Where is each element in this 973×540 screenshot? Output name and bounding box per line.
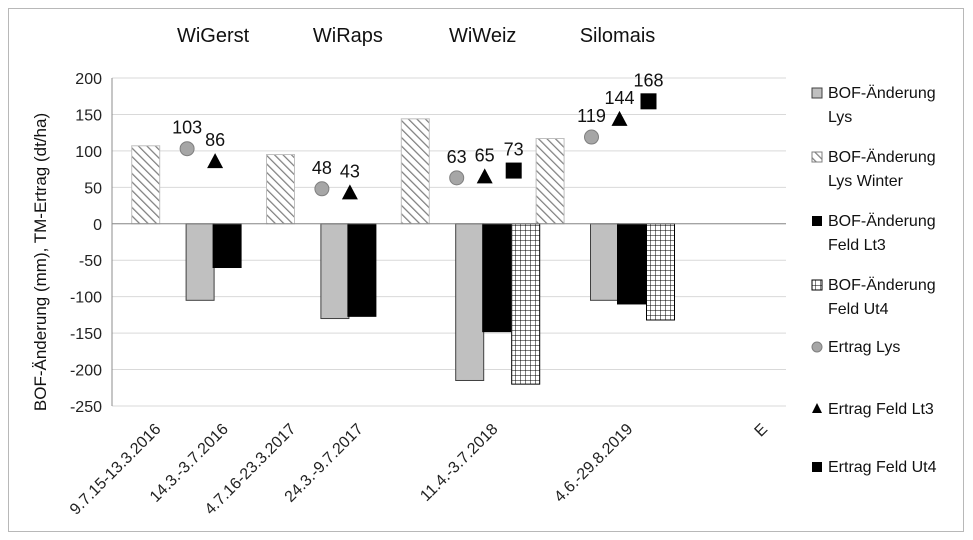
x-tick-label: 9.7.15-13.3.2016 <box>67 421 165 519</box>
marker-circle <box>584 129 599 145</box>
bar-solid-black <box>617 223 646 305</box>
bar-solid-black <box>482 223 512 333</box>
group-label: WiWeiz <box>449 25 516 47</box>
y-tick-label: -100 <box>70 290 102 307</box>
data-label: 103 <box>172 118 202 138</box>
data-label: 144 <box>604 88 634 108</box>
x-tick-label: E <box>752 421 772 441</box>
bar-hatch <box>131 145 161 225</box>
marker-triangle <box>476 168 493 184</box>
group-label: WiRaps <box>313 25 383 47</box>
legend-label-line2: Feld Ut4 <box>828 301 889 318</box>
data-label: 65 <box>475 145 495 165</box>
data-label: 86 <box>205 130 225 150</box>
legend-label: BOF-Änderung <box>828 276 936 294</box>
group-label: Silomais <box>580 25 656 47</box>
y-tick-label: 150 <box>75 107 102 124</box>
y-tick-label: -150 <box>70 326 102 343</box>
bar-hatch <box>535 137 565 225</box>
bars-layer <box>131 118 675 385</box>
y-tick-label: 100 <box>75 144 102 161</box>
legend-swatch-grid <box>811 279 823 291</box>
bar-solid-gray <box>455 223 485 381</box>
legend-label: Ertrag Feld Ut4 <box>828 459 937 476</box>
data-label: 48 <box>312 158 332 178</box>
data-label: 168 <box>633 70 663 90</box>
legend-label-line2: Feld Lt3 <box>828 237 886 254</box>
bar-grid <box>646 223 675 321</box>
y-axis-title: BOF-Änderung (mm), TM-Ertrag (dt/ha) <box>31 113 50 411</box>
bar-solid-black <box>347 223 377 317</box>
markers-layer <box>179 93 657 200</box>
marker-triangle <box>207 153 224 169</box>
marker-square <box>505 162 522 179</box>
y-tick-label: 200 <box>75 71 102 88</box>
x-tick-label: 11.4.-3.7.2018 <box>417 421 501 505</box>
bar-hatch <box>400 118 430 225</box>
legend-label: BOF-Änderung <box>828 212 936 230</box>
y-tick-label: 0 <box>93 217 102 234</box>
marker-circle <box>314 181 330 197</box>
data-label: 63 <box>447 147 467 167</box>
legend-swatch-square <box>812 462 822 472</box>
legend-swatch-hatch <box>811 151 823 163</box>
legend-label-line2: Lys <box>828 109 852 126</box>
legend-label: Ertrag Lys <box>828 339 900 356</box>
data-label: 119 <box>577 106 606 126</box>
marker-triangle <box>341 184 358 200</box>
y-tick-label: -200 <box>70 363 102 380</box>
legend-swatch-gray <box>811 87 823 99</box>
x-tick-label: 4.6.-29.8.2019 <box>551 421 636 506</box>
marker-circle <box>449 170 465 186</box>
legend-swatch-triangle <box>812 403 822 413</box>
legend-label: Ertrag Feld Lt3 <box>828 401 934 418</box>
bar-grid <box>511 223 541 385</box>
marker-circle <box>179 141 195 157</box>
bar-solid-black <box>212 223 242 269</box>
legend-label: BOF-Änderung <box>828 148 936 166</box>
bar-hatch <box>266 154 295 225</box>
group-label: WiGerst <box>177 25 250 47</box>
bar-solid-gray <box>320 223 350 320</box>
legend-swatch-circle <box>811 341 823 353</box>
legend-label: BOF-Änderung <box>828 84 936 102</box>
legend: BOF-Änderung Lys BOF-Änderung Lys Winter BOF… <box>811 84 937 476</box>
chart-frame <box>8 8 964 532</box>
y-tick-label: -50 <box>79 253 102 270</box>
legend-label-line2: Lys Winter <box>828 173 904 190</box>
axes-layer: 200 150 100 50 0 -50 -100 -150 -200 -250 <box>70 71 786 416</box>
data-label: 73 <box>504 140 524 160</box>
bar-solid-gray <box>590 223 619 301</box>
marker-square <box>640 93 657 110</box>
y-tick-label: -250 <box>70 399 102 416</box>
bar-solid-gray <box>185 223 215 301</box>
legend-swatch-black <box>812 216 822 226</box>
marker-triangle <box>611 110 628 126</box>
data-label: 43 <box>340 161 360 181</box>
y-tick-label: 50 <box>84 180 102 197</box>
